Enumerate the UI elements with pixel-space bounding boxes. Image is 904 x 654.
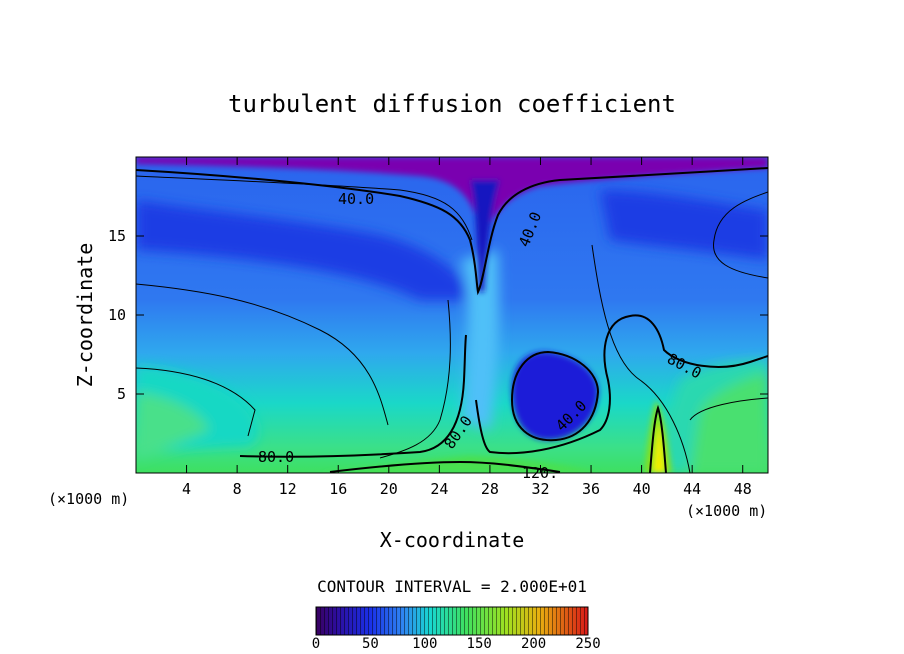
colorbar-tick-label: 100 <box>412 636 437 652</box>
x-tick-label: 20 <box>380 480 398 498</box>
contour-thin-3 <box>136 367 256 437</box>
x-tick-label: 8 <box>233 480 242 498</box>
y-tick-label: 5 <box>117 385 126 403</box>
x-tick-label: 48 <box>734 480 752 498</box>
field-peak-yellow <box>653 422 665 473</box>
contour-thick-120-surface <box>329 460 561 473</box>
field-left-green <box>136 392 210 460</box>
thin-contours <box>136 175 768 473</box>
contour-label-1: 40.0 <box>338 190 374 208</box>
y-tick-label: 15 <box>108 227 126 245</box>
colorbar: 0 50 100 150 200 250 <box>312 606 601 652</box>
colorbar-ticks: 0 50 100 150 200 250 <box>312 636 601 652</box>
chart-title: turbulent diffusion coefficient <box>228 90 676 118</box>
field-right-green <box>690 372 768 473</box>
colorbar-tick-label: 150 <box>467 636 492 652</box>
contour-thin-5 <box>713 191 768 279</box>
contour-thick-80-right <box>475 314 768 455</box>
contour-thick-peak <box>649 404 667 473</box>
colorbar-tick-label: 0 <box>312 636 320 652</box>
x-tick-label: 40 <box>633 480 651 498</box>
contour-thin-6 <box>379 299 451 459</box>
contour-thin-1 <box>136 175 473 241</box>
contour-thin-2 <box>136 283 389 426</box>
x-tick-label: 28 <box>481 480 499 498</box>
contour-thick-40-top <box>136 167 768 296</box>
colorbar-tick-label: 50 <box>362 636 379 652</box>
colorbar-frame <box>315 606 589 636</box>
colorbar-tick-label: 250 <box>575 636 600 652</box>
thick-contours <box>136 167 768 473</box>
contour-interval-text: CONTOUR INTERVAL = 2.000E+01 <box>317 577 587 596</box>
x-tick-label: 24 <box>430 480 448 498</box>
y-tick-label: 10 <box>108 306 126 324</box>
contour-thick-40-pool <box>510 350 600 442</box>
y-axis-ticks: 5 10 15 <box>108 227 768 403</box>
x-axis-ticks: 4 8 12 16 20 24 28 32 36 40 44 48 <box>182 157 752 498</box>
heatmap-field <box>136 157 768 473</box>
x-tick-label: 36 <box>582 480 600 498</box>
field-upper-left-band <box>136 200 470 300</box>
field-dark-column <box>470 180 500 292</box>
colorbar-lines <box>316 607 588 635</box>
y-axis-label: Z-coordinate <box>73 243 97 388</box>
x-tick-label: 4 <box>182 480 191 498</box>
contour-label-4: 80.0 <box>258 448 294 466</box>
x-unit-left: (×1000 m) <box>48 490 129 508</box>
colorbar-tick-label: 200 <box>521 636 546 652</box>
contour-thin-7 <box>689 397 768 421</box>
x-tick-label: 32 <box>531 480 549 498</box>
x-unit-right: (×1000 m) <box>686 502 767 520</box>
field-right-band <box>600 190 768 260</box>
x-tick-label: 16 <box>329 480 347 498</box>
x-tick-label: 44 <box>683 480 701 498</box>
contour-thin-4 <box>591 244 691 473</box>
x-axis-label: X-coordinate <box>380 528 525 552</box>
field-center-column <box>460 250 500 430</box>
x-tick-label: 12 <box>279 480 297 498</box>
contour-thick-80-left <box>239 334 467 458</box>
field-center-pool <box>512 351 599 440</box>
